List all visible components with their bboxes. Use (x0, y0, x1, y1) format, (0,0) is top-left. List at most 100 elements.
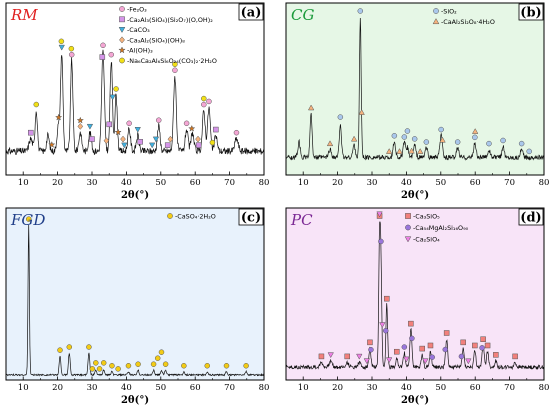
phase-marker-1 (89, 366, 96, 372)
legend-marker-2 (405, 224, 411, 231)
xrd-pattern-line (285, 17, 545, 161)
phase-marker-1 (206, 98, 212, 105)
phase-marker-1 (423, 139, 430, 145)
x-tick-label: 20 (332, 178, 343, 188)
x-axis-label: 2θ(°) (401, 190, 429, 201)
panel-a: 10 20 30 40 50 60 70 80 2θ(°) RM (a) -Fe₂O₃ -Ca₂Al₃(… (5, 2, 270, 201)
legend-marker-1 (433, 8, 439, 14)
phase-marker-5 (114, 128, 122, 136)
legend-label-1: -Fe₂O₃ (127, 6, 147, 14)
panel-title: RM (10, 6, 38, 24)
phase-marker-2 (164, 142, 171, 148)
phase-marker-1 (150, 361, 157, 367)
phase-marker-1 (443, 330, 450, 336)
x-axis-label: 2θ(°) (401, 395, 429, 406)
phase-marker-6 (58, 38, 65, 45)
legend-label-1: -Ca₃SiO₅ (413, 213, 440, 221)
phase-marker-1 (126, 120, 132, 127)
phase-marker-1 (394, 348, 400, 355)
x-tick-label: 50 (155, 178, 166, 188)
phase-marker-2 (409, 335, 415, 342)
phase-marker-1 (411, 136, 418, 142)
phase-marker-1 (472, 342, 478, 349)
legend-label-6: -Na₆Ca₂Al₆Si₆O₂₄(CO₃)₂·2H₂O (127, 57, 217, 65)
phase-marker-5 (76, 116, 85, 124)
x-axis-label: 2θ(°) (121, 190, 149, 201)
phase-marker-2 (416, 148, 424, 154)
phase-marker-2 (471, 128, 479, 134)
x-tick-label: 10 (18, 383, 29, 393)
panel-title: CG (291, 6, 314, 24)
legend-label-3: -Ca₂SiO₄ (413, 236, 440, 244)
phase-marker-1 (233, 129, 240, 136)
panel-letter: (d) (520, 211, 541, 226)
legend-marker-6 (119, 57, 125, 64)
phase-marker-1 (486, 140, 492, 147)
panel-d: 10 20 30 40 50 60 70 80 2θ(°) PC (d) -Ca₃SiO₅ -Ca₅₄M… (285, 207, 549, 406)
phase-marker-5 (55, 113, 63, 121)
panel-letter-box (238, 3, 264, 21)
x-tick-label: 10 (298, 178, 309, 188)
panel-title: PC (290, 211, 313, 229)
phase-marker-2 (401, 344, 408, 350)
phase-marker-2 (408, 147, 415, 154)
phase-marker-2 (307, 104, 315, 111)
phase-marker-3 (148, 142, 156, 149)
x-tick-label: 50 (155, 383, 166, 393)
legend-label-1: -CaSO₄·2H₂O (175, 213, 216, 221)
x-tick-label: 80 (259, 383, 270, 393)
phase-marker-6 (68, 45, 75, 52)
phase-marker-1 (158, 349, 165, 355)
x-tick-label: 70 (504, 383, 515, 393)
phase-marker-1 (162, 361, 169, 367)
legend-label-4: -Ca₃Al₂(SiO₄)(OH)₈ (127, 36, 185, 44)
phase-marker-2 (326, 140, 334, 147)
panel-letter-box (238, 208, 264, 226)
x-tick-label: 20 (332, 383, 343, 393)
legend-marker-3 (118, 27, 126, 34)
phase-marker-2 (378, 238, 384, 245)
phase-marker-1 (86, 344, 92, 350)
legend-marker-1 (119, 6, 125, 12)
panel-letter: (a) (241, 6, 262, 21)
phase-marker-1 (367, 339, 373, 346)
x-tick-label: 20 (52, 383, 63, 393)
phase-marker-2 (137, 139, 143, 145)
x-tick-label: 80 (259, 178, 270, 188)
phase-marker-1 (108, 51, 115, 58)
plot-frame (285, 207, 545, 381)
x-tick-label: 40 (121, 383, 132, 393)
x-tick-label: 70 (504, 178, 515, 188)
phase-marker-1 (181, 363, 187, 369)
phase-marker-2 (106, 121, 112, 128)
legend-label-2: -CaAl₂Si₂O₈·4H₂O (441, 18, 495, 26)
legend-marker-2 (432, 18, 440, 25)
phase-marker-3 (422, 358, 429, 365)
phase-marker-3 (465, 358, 472, 365)
legend-marker-2 (119, 16, 125, 23)
phase-marker-1 (125, 363, 132, 369)
plot-area (6, 208, 264, 380)
phase-marker-2 (213, 126, 219, 133)
panel-letter: (b) (520, 6, 541, 21)
phase-marker-2 (350, 135, 358, 142)
plot-frame (285, 2, 545, 176)
phase-marker-1 (518, 140, 525, 147)
phase-marker-1 (493, 352, 499, 358)
phase-marker-1 (526, 148, 532, 155)
phase-marker-2 (458, 353, 465, 360)
panel-b: 10 20 30 40 50 60 70 80 2θ(°) CG (b) -SiO₂ -CaAl₂Si₂… (285, 2, 549, 201)
x-tick-label: 30 (87, 383, 98, 393)
x-tick-label: 70 (224, 178, 235, 188)
phase-marker-3 (327, 352, 334, 359)
plot-area (286, 208, 544, 380)
phase-marker-6 (33, 101, 40, 108)
phase-marker-3 (86, 123, 94, 130)
legend-marker-1 (405, 213, 411, 219)
phase-marker-1 (384, 295, 390, 302)
legend-marker-5 (118, 46, 126, 54)
phase-marker-6 (209, 139, 216, 146)
x-tick-label: 40 (121, 178, 132, 188)
phase-marker-1 (96, 366, 103, 372)
